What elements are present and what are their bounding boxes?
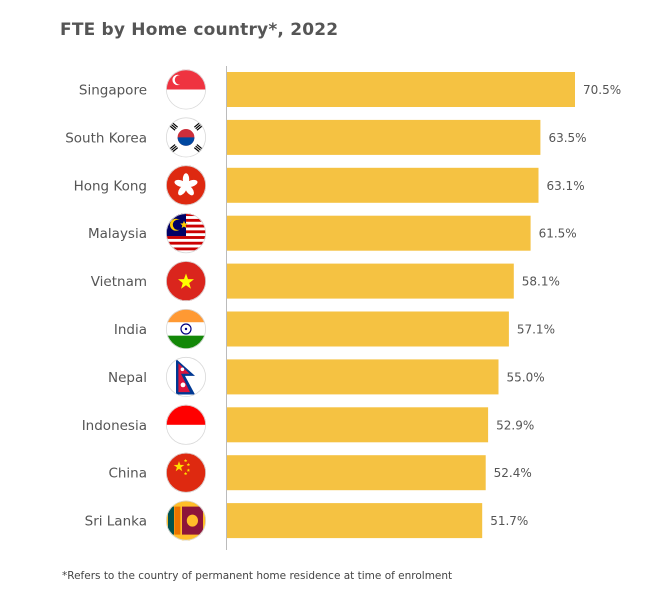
category-label: Indonesia xyxy=(82,418,147,434)
bar-vietnam xyxy=(227,263,514,299)
bar-india xyxy=(227,311,509,347)
value-label: 57.1% xyxy=(517,323,555,337)
value-label: 58.1% xyxy=(522,275,560,289)
value-label: 52.9% xyxy=(496,418,534,432)
category-label: South Korea xyxy=(65,130,147,146)
vietnam-flag-icon xyxy=(165,261,206,302)
value-label: 52.4% xyxy=(494,466,532,480)
indonesia-flag-icon xyxy=(165,404,206,445)
category-label: Vietnam xyxy=(91,274,147,290)
bar-indonesia xyxy=(227,407,489,443)
bar-malaysia xyxy=(227,215,531,251)
category-label: Malaysia xyxy=(88,226,147,242)
china-flag-icon xyxy=(165,452,206,493)
value-label: 63.5% xyxy=(548,131,586,145)
category-label: Singapore xyxy=(79,83,147,99)
sri-lanka-flag-icon xyxy=(165,500,206,541)
value-label: 61.5% xyxy=(539,227,577,241)
south-korea-flag-icon xyxy=(165,117,206,158)
chart-title: FTE by Home country*, 2022 xyxy=(60,20,339,40)
bar-south-korea xyxy=(227,119,541,155)
hong-kong-flag-icon xyxy=(165,165,206,206)
bar-china xyxy=(227,455,486,491)
value-label: 63.1% xyxy=(546,179,584,193)
value-label: 55.0% xyxy=(506,370,544,384)
category-label: Nepal xyxy=(108,370,147,386)
category-label: Hong Kong xyxy=(74,178,147,194)
malaysia-flag-icon xyxy=(165,213,206,254)
value-label: 51.7% xyxy=(490,514,528,528)
singapore-flag-icon xyxy=(165,69,206,110)
category-label: India xyxy=(114,322,147,338)
bar-hong-kong xyxy=(227,167,539,203)
footnote: *Refers to the country of permanent home… xyxy=(62,570,453,582)
category-label: China xyxy=(108,466,147,482)
value-label: 70.5% xyxy=(583,83,621,97)
bar-singapore xyxy=(227,72,575,107)
category-label: Sri Lanka xyxy=(85,514,147,530)
bar-sri-lanka xyxy=(227,503,483,539)
nepal-flag-icon xyxy=(165,356,206,397)
india-flag-icon xyxy=(165,308,206,349)
bar-nepal xyxy=(227,359,499,395)
